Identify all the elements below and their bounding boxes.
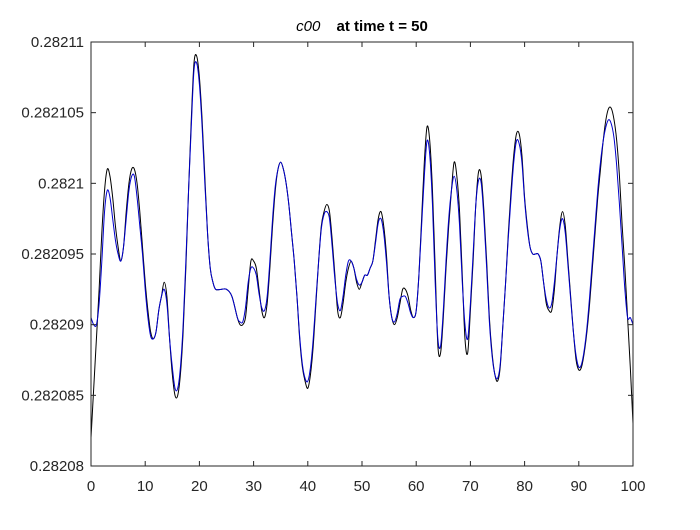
- y-tick-label: 0.282085: [21, 387, 84, 404]
- plot-area-frame: [90, 41, 634, 467]
- ticks-layer: 0 10 20 30 40 50 60 70 80 90 100 0.28208 0.282085 0.2…: [21, 34, 645, 495]
- y-tick-label: 0.28208: [30, 458, 84, 475]
- y-tick-label: 0.282095: [21, 246, 84, 263]
- series-layer: [90, 54, 634, 438]
- y-tick-label: 0.2821: [38, 175, 84, 192]
- x-tick-label: 60: [408, 478, 425, 495]
- x-tick-label: 80: [516, 478, 533, 495]
- chart-title: c00 at time t = 50: [296, 18, 428, 35]
- x-tick-label: 40: [299, 478, 316, 495]
- x-tick-label: 90: [570, 478, 587, 495]
- x-tick-label: 70: [462, 478, 479, 495]
- chart-title-italic: c00: [296, 18, 321, 35]
- x-tick-label: 50: [354, 478, 371, 495]
- y-tick-label: 0.28209: [30, 317, 84, 334]
- x-tick-label: 10: [137, 478, 154, 495]
- x-tick-label: 0: [87, 478, 95, 495]
- series-line-2: [90, 61, 634, 392]
- x-tick-label: 30: [245, 478, 262, 495]
- x-tick-label: 20: [191, 478, 208, 495]
- x-tick-label: 100: [620, 478, 645, 495]
- y-tick-label: 0.282105: [21, 105, 84, 122]
- y-tick-label: 0.28211: [31, 34, 84, 51]
- chart-title-rest: at time t = 50: [337, 18, 428, 35]
